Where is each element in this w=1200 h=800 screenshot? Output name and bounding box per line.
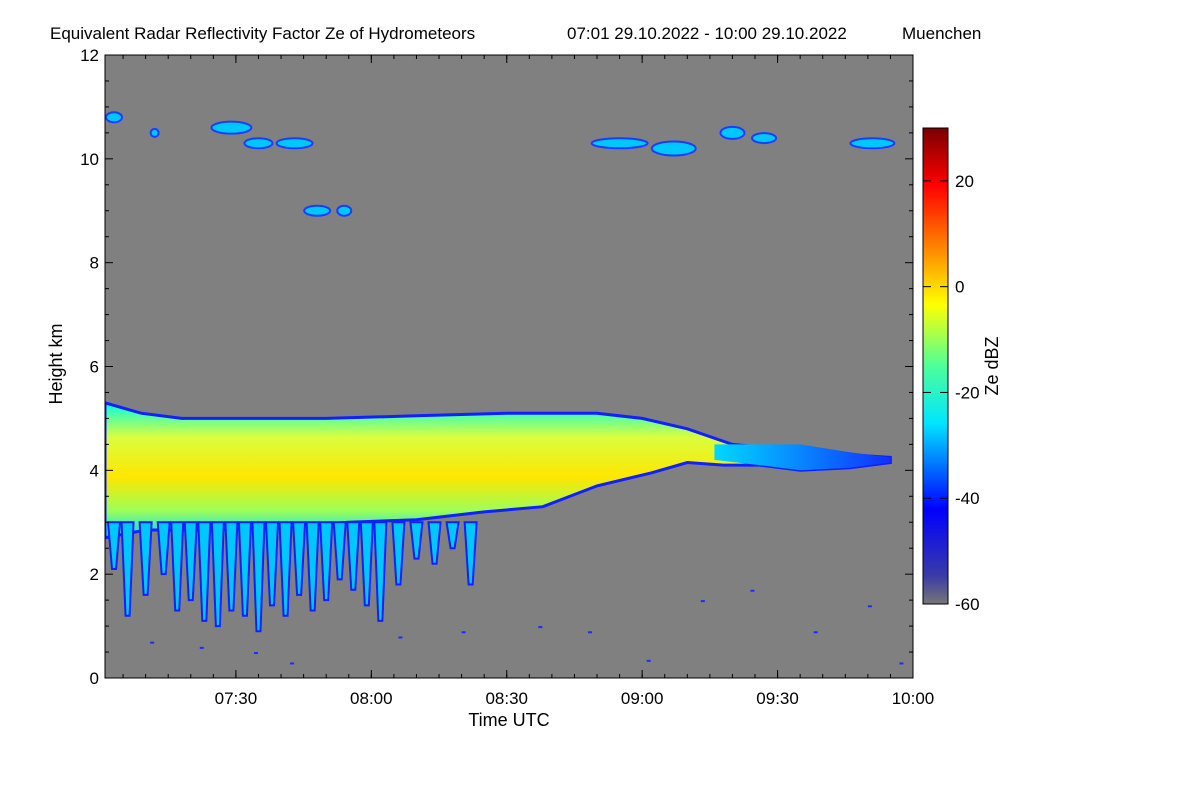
x-axis: 07:30 08:00 08:30 09:00 09:30 10:00 bbox=[122, 55, 935, 708]
x-tick-label: 08:30 bbox=[485, 689, 528, 708]
colorbar-ticks: 20 0 -20 -40 -60 bbox=[923, 172, 980, 614]
x-tick-label: 09:30 bbox=[756, 689, 799, 708]
y-tick-label: 10 bbox=[80, 150, 99, 169]
fall-streak bbox=[373, 521, 388, 622]
clutter-pixel bbox=[587, 631, 592, 634]
cirrus-patch bbox=[303, 204, 332, 217]
fall-streak bbox=[278, 521, 293, 617]
colorbar-label: Ze dBZ bbox=[982, 336, 1002, 395]
fall-streak bbox=[170, 521, 185, 612]
clutter-pixel bbox=[646, 659, 651, 662]
y-tick-label: 2 bbox=[90, 565, 99, 584]
y-tick-label: 4 bbox=[90, 461, 99, 480]
fall-streak bbox=[138, 521, 153, 596]
fall-streak bbox=[359, 521, 374, 607]
chart-location: Muenchen bbox=[902, 24, 981, 43]
clutter-pixel bbox=[538, 626, 543, 629]
fall-streak bbox=[409, 521, 424, 560]
fall-streak bbox=[224, 521, 239, 612]
x-tick-label: 09:00 bbox=[621, 689, 664, 708]
cirrus-patch bbox=[105, 111, 124, 124]
layer-tail bbox=[714, 444, 891, 471]
clutter-pixel bbox=[290, 662, 295, 665]
cirrus-patch bbox=[590, 137, 649, 150]
cirrus-patch bbox=[849, 137, 896, 150]
cirrus-patch bbox=[650, 140, 697, 157]
cirrus-patch bbox=[210, 120, 253, 135]
fall-streak bbox=[305, 521, 320, 612]
y-tick-label: 12 bbox=[80, 46, 99, 65]
clutter-pixel bbox=[398, 636, 403, 639]
clutter-pixel bbox=[253, 652, 258, 655]
colorbar-tick-label: -20 bbox=[955, 383, 980, 402]
cirrus-patch bbox=[149, 127, 160, 138]
clutter-pixel bbox=[813, 631, 818, 634]
fall-streak bbox=[237, 521, 252, 617]
chart-time-range: 07:01 29.10.2022 - 10:00 29.10.2022 bbox=[567, 24, 847, 43]
fall-streak bbox=[332, 521, 347, 581]
colorbar-tick-label: 20 bbox=[955, 172, 974, 191]
fall-streak bbox=[197, 521, 212, 622]
fall-streak bbox=[346, 521, 361, 591]
fall-streak bbox=[445, 521, 460, 550]
colorbar-tick-label: -40 bbox=[955, 489, 980, 508]
y-tick-label: 8 bbox=[90, 254, 99, 273]
y-axis: 0 2 4 6 8 10 12 bbox=[80, 46, 913, 688]
x-axis-label: Time UTC bbox=[468, 710, 549, 730]
clutter-pixel bbox=[150, 641, 155, 644]
fall-streak bbox=[251, 521, 266, 633]
cirrus-patch bbox=[275, 137, 314, 150]
clutter-pixel bbox=[461, 631, 466, 634]
fall-streak bbox=[319, 521, 334, 602]
cirrus-patch bbox=[336, 204, 353, 217]
fall-streak bbox=[156, 521, 171, 576]
y-tick-label: 0 bbox=[90, 669, 99, 688]
fall-streak bbox=[210, 521, 225, 628]
clutter-pixel bbox=[750, 589, 755, 592]
fall-streak bbox=[427, 521, 442, 565]
fall-streak bbox=[391, 521, 406, 586]
cirrus-patch bbox=[719, 125, 746, 140]
x-tick-label: 07:30 bbox=[215, 689, 258, 708]
echo-layer bbox=[105, 111, 904, 665]
plot-background bbox=[105, 55, 913, 678]
colorbar-tick-label: -60 bbox=[955, 595, 980, 614]
clutter-pixel bbox=[899, 662, 904, 665]
x-tick-label: 08:00 bbox=[350, 689, 393, 708]
colorbar bbox=[922, 127, 949, 605]
y-tick-label: 6 bbox=[90, 358, 99, 377]
cirrus-patch bbox=[243, 137, 274, 150]
fall-streak bbox=[106, 521, 122, 570]
fall-streak bbox=[264, 521, 280, 607]
clutter-pixel bbox=[700, 600, 705, 603]
fall-streak bbox=[463, 521, 478, 586]
clutter-pixel bbox=[867, 605, 872, 608]
colorbar-tick-label: 0 bbox=[955, 278, 964, 297]
chart-title: Equivalent Radar Reflectivity Factor Ze … bbox=[50, 24, 475, 43]
fall-streak bbox=[120, 521, 135, 617]
clutter-pixel bbox=[199, 646, 204, 649]
cirrus-patch bbox=[751, 132, 778, 145]
fall-streak bbox=[183, 521, 198, 602]
y-axis-label: Height km bbox=[46, 323, 66, 404]
fall-streak bbox=[292, 521, 307, 596]
x-tick-label: 10:00 bbox=[892, 689, 935, 708]
